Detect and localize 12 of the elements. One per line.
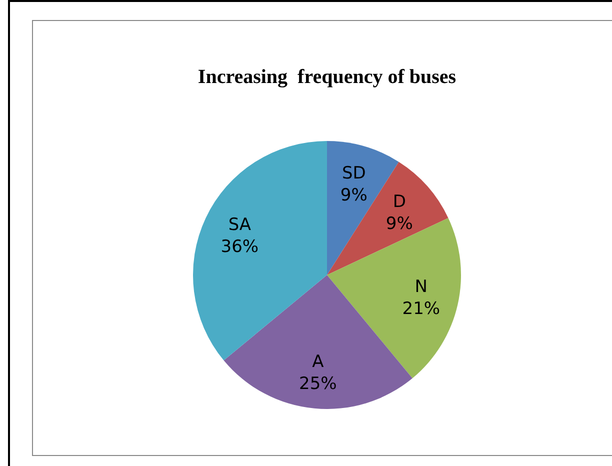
data-label: 9% [386, 214, 413, 234]
slice-label: SA [228, 214, 252, 235]
chart-title: Increasing frequency of buses [198, 66, 456, 88]
pie-slice [327, 162, 448, 275]
slice-label: D [392, 192, 406, 212]
slice-label: A [312, 352, 324, 372]
slice-label: SD [342, 163, 366, 184]
data-label: 21% [402, 299, 440, 320]
data-label: 9% [340, 185, 368, 206]
data-label: 25% [299, 374, 337, 394]
slice-label: N [414, 277, 428, 298]
data-label: 36% [220, 236, 259, 257]
